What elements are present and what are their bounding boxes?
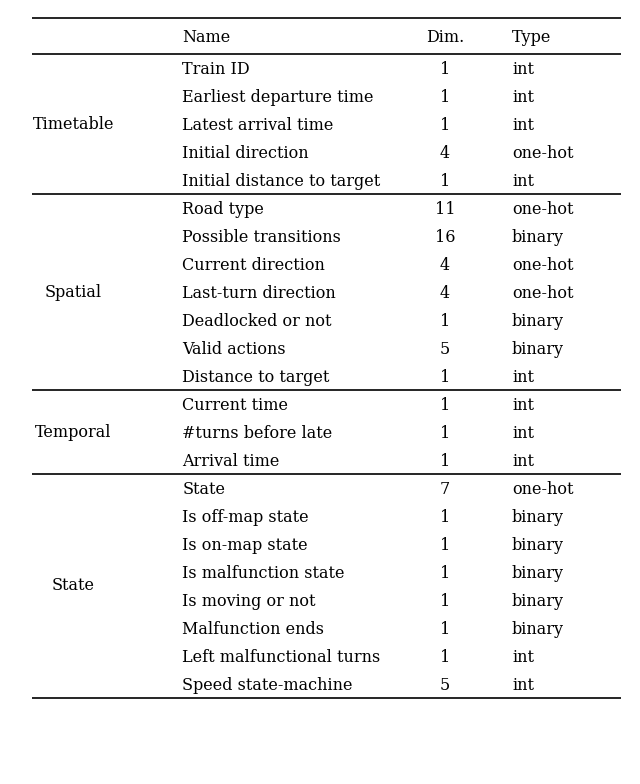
- Text: binary: binary: [512, 565, 564, 582]
- Text: 5: 5: [440, 341, 450, 358]
- Text: Name: Name: [182, 29, 230, 46]
- Text: Dim.: Dim.: [426, 29, 464, 46]
- Text: State: State: [52, 578, 95, 594]
- Text: 1: 1: [440, 397, 450, 414]
- Text: int: int: [512, 117, 534, 134]
- Text: Current time: Current time: [182, 397, 289, 414]
- Text: 1: 1: [440, 313, 450, 330]
- Text: Speed state-machine: Speed state-machine: [182, 677, 353, 694]
- Text: Train ID: Train ID: [182, 61, 250, 78]
- Text: Earliest departure time: Earliest departure time: [182, 89, 374, 106]
- Text: Current direction: Current direction: [182, 257, 325, 274]
- Text: Timetable: Timetable: [33, 115, 115, 132]
- Text: 4: 4: [440, 145, 450, 162]
- Text: 1: 1: [440, 425, 450, 442]
- Text: Road type: Road type: [182, 201, 264, 218]
- Text: 1: 1: [440, 649, 450, 666]
- Text: int: int: [512, 453, 534, 470]
- Text: 1: 1: [440, 593, 450, 610]
- Text: int: int: [512, 61, 534, 78]
- Text: Left malfunctional turns: Left malfunctional turns: [182, 649, 381, 666]
- Text: int: int: [512, 173, 534, 190]
- Text: Possible transitions: Possible transitions: [182, 229, 341, 246]
- Text: Malfunction ends: Malfunction ends: [182, 621, 324, 638]
- Text: 5: 5: [440, 677, 450, 694]
- Text: int: int: [512, 397, 534, 414]
- Text: Latest arrival time: Latest arrival time: [182, 117, 334, 134]
- Text: binary: binary: [512, 313, 564, 330]
- Text: Initial distance to target: Initial distance to target: [182, 173, 381, 190]
- Text: 1: 1: [440, 369, 450, 386]
- Text: 1: 1: [440, 565, 450, 582]
- Text: one-hot: one-hot: [512, 285, 573, 302]
- Text: int: int: [512, 425, 534, 442]
- Text: Is moving or not: Is moving or not: [182, 593, 316, 610]
- Text: binary: binary: [512, 593, 564, 610]
- Text: int: int: [512, 369, 534, 386]
- Text: one-hot: one-hot: [512, 145, 573, 162]
- Text: 1: 1: [440, 537, 450, 554]
- Text: one-hot: one-hot: [512, 257, 573, 274]
- Text: 1: 1: [440, 117, 450, 134]
- Text: binary: binary: [512, 509, 564, 526]
- Text: int: int: [512, 89, 534, 106]
- Text: 1: 1: [440, 173, 450, 190]
- Text: 1: 1: [440, 89, 450, 106]
- Text: Is on-map state: Is on-map state: [182, 537, 308, 554]
- Text: 4: 4: [440, 285, 450, 302]
- Text: Valid actions: Valid actions: [182, 341, 286, 358]
- Text: 16: 16: [435, 229, 455, 246]
- Text: binary: binary: [512, 229, 564, 246]
- Text: Is malfunction state: Is malfunction state: [182, 565, 345, 582]
- Text: Spatial: Spatial: [45, 284, 102, 300]
- Text: Is off-map state: Is off-map state: [182, 509, 309, 526]
- Text: #turns before late: #turns before late: [182, 425, 333, 442]
- Text: Arrival time: Arrival time: [182, 453, 280, 470]
- Text: Temporal: Temporal: [35, 423, 112, 441]
- Text: one-hot: one-hot: [512, 201, 573, 218]
- Text: Type: Type: [512, 29, 552, 46]
- Text: int: int: [512, 649, 534, 666]
- Text: State: State: [182, 481, 225, 498]
- Text: 7: 7: [440, 481, 450, 498]
- Text: binary: binary: [512, 537, 564, 554]
- Text: Distance to target: Distance to target: [182, 369, 330, 386]
- Text: 4: 4: [440, 257, 450, 274]
- Text: 1: 1: [440, 621, 450, 638]
- Text: 11: 11: [435, 201, 455, 218]
- Text: binary: binary: [512, 341, 564, 358]
- Text: 1: 1: [440, 509, 450, 526]
- Text: 1: 1: [440, 453, 450, 470]
- Text: 1: 1: [440, 61, 450, 78]
- Text: binary: binary: [512, 621, 564, 638]
- Text: int: int: [512, 677, 534, 694]
- Text: Last-turn direction: Last-turn direction: [182, 285, 336, 302]
- Text: one-hot: one-hot: [512, 481, 573, 498]
- Text: Deadlocked or not: Deadlocked or not: [182, 313, 332, 330]
- Text: Initial direction: Initial direction: [182, 145, 309, 162]
